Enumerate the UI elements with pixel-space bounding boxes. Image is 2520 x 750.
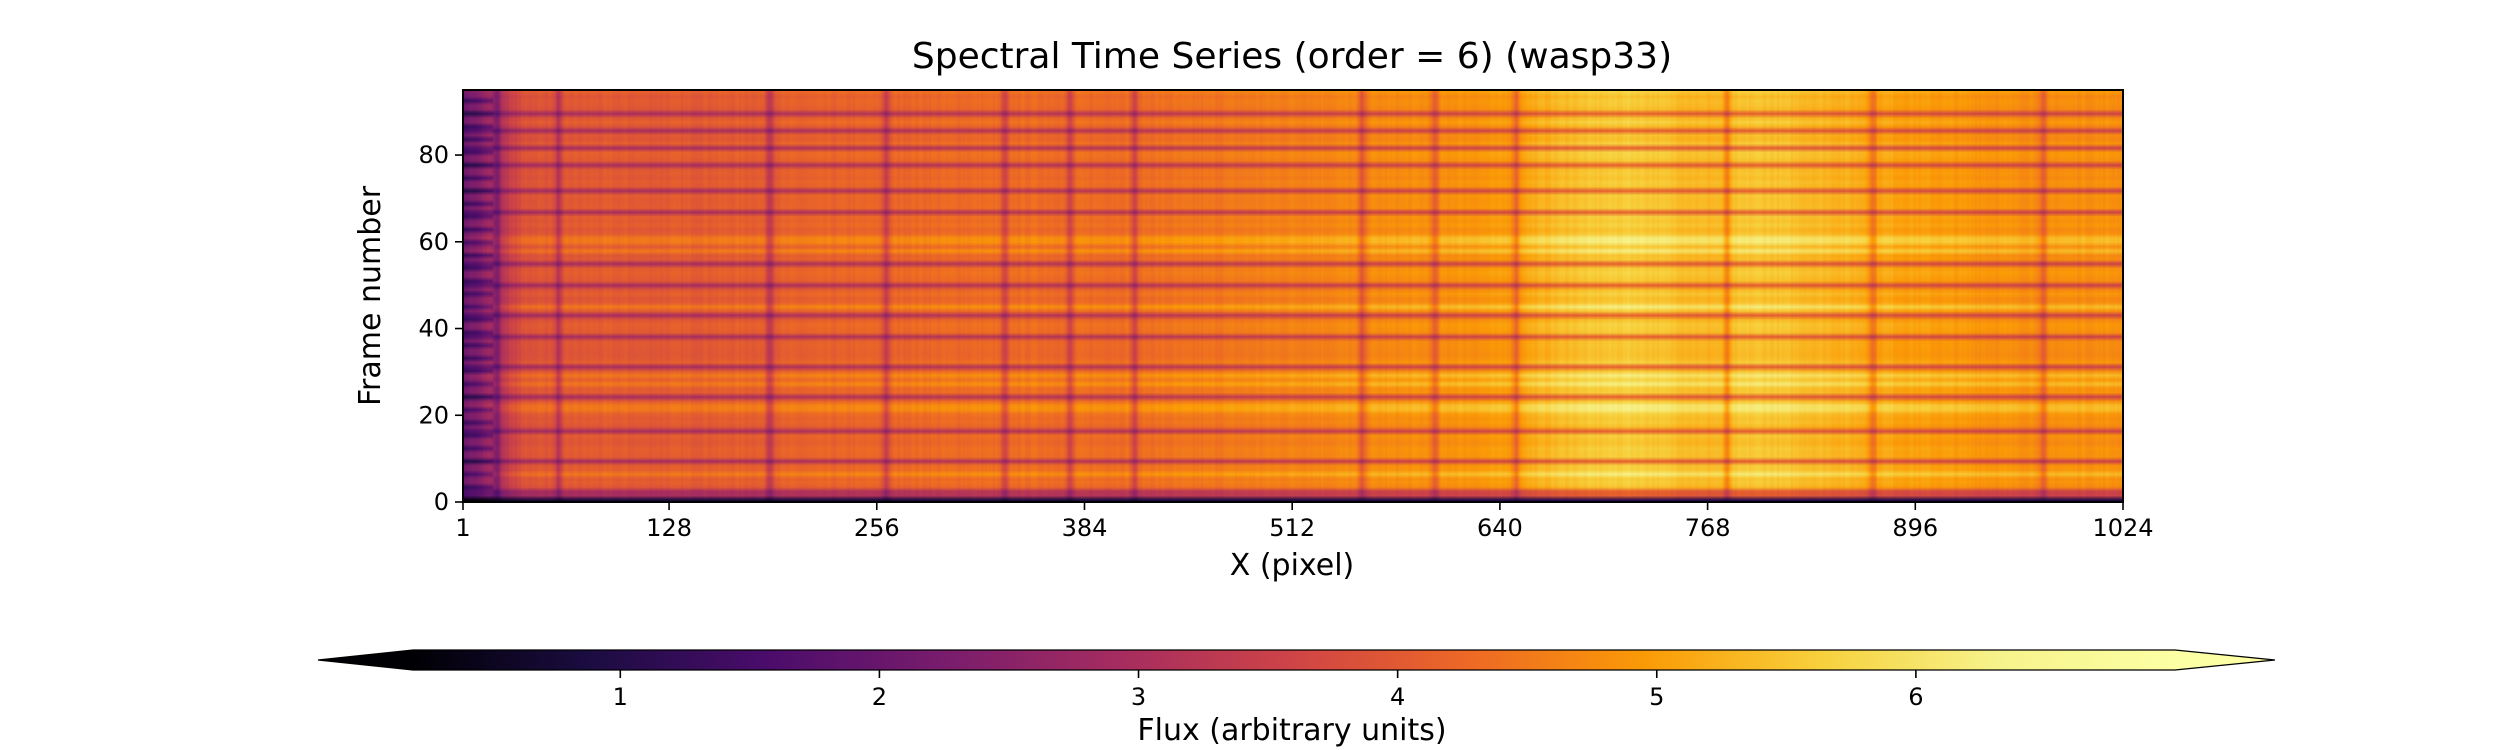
x-tick-label: 512 [1269, 514, 1315, 542]
colorbar-label: Flux (arbitrary units) [1137, 713, 1446, 748]
y-axis: 0 20 40 60 80 [418, 141, 463, 516]
y-tick-label: 60 [418, 228, 449, 256]
x-tick-label: 1024 [2092, 514, 2153, 542]
x-tick-label: 256 [854, 514, 900, 542]
plot-frame [462, 89, 2124, 503]
x-tick-label: 128 [646, 514, 692, 542]
y-tick-label: 80 [418, 141, 449, 169]
y-tick-label: 40 [418, 315, 449, 343]
x-tick-label: 896 [1892, 514, 1938, 542]
x-tick-label: 768 [1685, 514, 1731, 542]
y-axis-label: Frame number [353, 185, 388, 406]
x-tick-label: 384 [1062, 514, 1108, 542]
colorbar-extend-low [318, 650, 413, 670]
heatmap-raster [463, 90, 2123, 502]
colorbar-tick-label: 2 [872, 683, 887, 711]
heatmap-image [463, 90, 2123, 502]
chart-title: Spectral Time Series (order = 6) (wasp33… [912, 36, 1672, 77]
colorbar-ticks: 1 2 3 4 5 6 [613, 670, 1924, 711]
x-tick-label: 1 [455, 514, 470, 542]
y-tick-label: 0 [434, 488, 449, 516]
colorbar-tick-label: 1 [613, 683, 628, 711]
colorbar-extend-high [2175, 650, 2275, 670]
colorbar-outline [317, 649, 2276, 671]
x-axis: 1 128 256 384 512 640 768 896 1024 [455, 502, 2154, 542]
colorbar-tick-label: 6 [1908, 683, 1923, 711]
colorbar-tick-label: 4 [1390, 683, 1405, 711]
y-tick-label: 20 [418, 401, 449, 429]
colorbar: 1 2 3 4 5 6 [317, 649, 2276, 711]
colorbar-tick-label: 5 [1649, 683, 1664, 711]
x-axis-label: X (pixel) [1230, 548, 1355, 583]
colorbar-tick-label: 3 [1131, 683, 1146, 711]
x-tick-label: 640 [1477, 514, 1523, 542]
colorbar-gradient [413, 650, 2175, 670]
